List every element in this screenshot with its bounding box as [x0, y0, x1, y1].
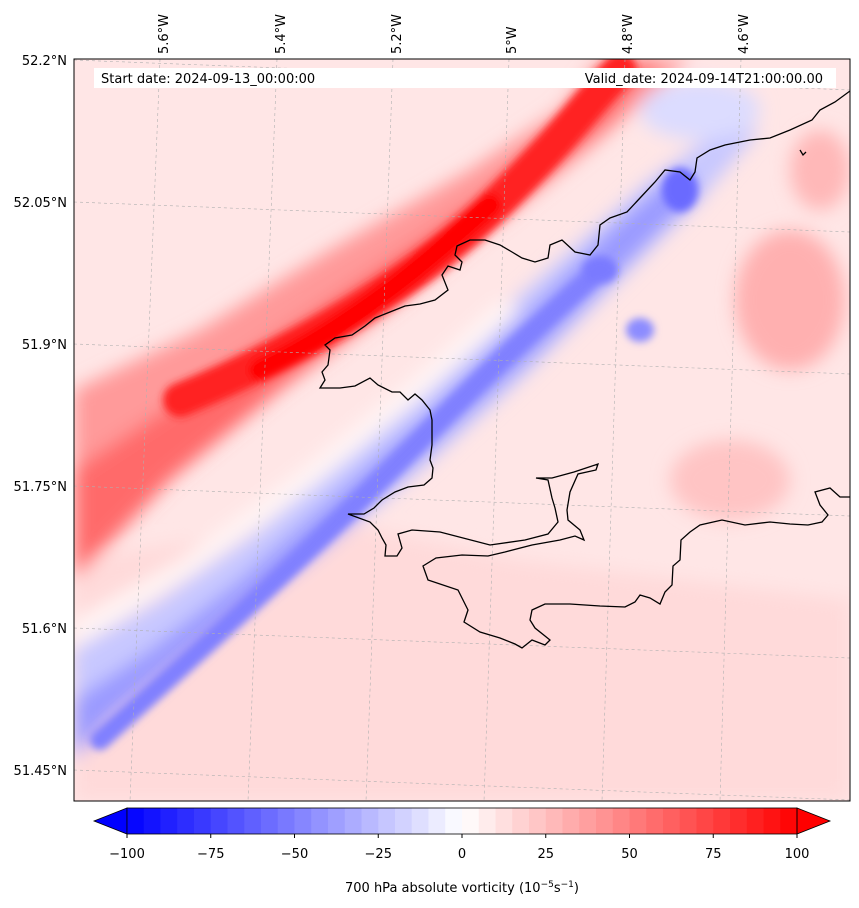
colorbar-step	[411, 808, 429, 834]
info-strip	[94, 68, 836, 88]
colorbar-ticks: −100 −75 −50 −25 0 25 50 75 100	[109, 834, 809, 862]
colorbar-tick-label: 50	[621, 847, 638, 862]
colorbar-step	[277, 808, 295, 834]
lat-tick-5: 51.6°N	[22, 622, 67, 637]
colorbar-step	[730, 808, 748, 834]
lon-tick-4: 5°W	[505, 26, 520, 54]
colorbar-steps	[127, 808, 798, 834]
colorbar-step	[478, 808, 496, 834]
colorbar-step	[596, 808, 614, 834]
colorbar-step	[696, 808, 714, 834]
colorbar-step	[177, 808, 195, 834]
colorbar-step	[679, 808, 697, 834]
lat-tick-1: 52.2°N	[22, 54, 67, 69]
colorbar-step	[545, 808, 563, 834]
colorbar-step	[194, 808, 212, 834]
colorbar: −100 −75 −50 −25 0 25 50 75 100 700 hPa absolute…	[92, 807, 832, 896]
valid-date-label: Valid_date: 2024-09-14T21:00:00.00	[585, 72, 823, 87]
colorbar-step	[210, 808, 228, 834]
colorbar-tick-label: −75	[197, 847, 224, 862]
lon-tick-6: 4.6°W	[737, 14, 752, 54]
colorbar-step	[763, 808, 781, 834]
colorbar-step	[428, 808, 446, 834]
lat-tick-6: 51.45°N	[14, 764, 67, 779]
colorbar-step	[629, 808, 647, 834]
colorbar-tick-label: 75	[705, 847, 722, 862]
colorbar-step	[713, 808, 731, 834]
lon-tick-1: 5.6°W	[157, 14, 172, 54]
colorbar-step	[612, 808, 630, 834]
colorbar-tick-label: 100	[785, 847, 810, 862]
colorbar-step	[579, 808, 597, 834]
vorticity-field	[74, 59, 850, 801]
colorbar-step	[495, 808, 513, 834]
colorbar-step	[344, 808, 362, 834]
colorbar-step	[746, 808, 764, 834]
colorbar-step	[378, 808, 396, 834]
colorbar-step	[227, 808, 245, 834]
colorbar-tick-label: 25	[537, 847, 554, 862]
colorbar-step	[445, 808, 463, 834]
lon-tick-5: 4.8°W	[621, 14, 636, 54]
lat-tick-2: 52.05°N	[14, 196, 67, 211]
colorbar-step	[395, 808, 413, 834]
coastline	[318, 90, 850, 649]
colorbar-extend-max	[796, 807, 832, 835]
colorbar-step	[562, 808, 580, 834]
graticule	[74, 59, 850, 801]
colorbar-step	[646, 808, 664, 834]
colorbar-step	[663, 808, 681, 834]
colorbar-step	[160, 808, 178, 834]
colorbar-step	[127, 808, 145, 834]
start-date-label: Start date: 2024-09-13_00:00:00	[101, 72, 315, 87]
colorbar-step	[328, 808, 346, 834]
colorbar-step	[143, 808, 161, 834]
colorbar-step	[512, 808, 530, 834]
colorbar-step	[261, 808, 279, 834]
colorbar-step	[311, 808, 329, 834]
colorbar-step	[529, 808, 547, 834]
map-frame	[73, 58, 851, 802]
lon-tick-2: 5.4°W	[274, 14, 289, 54]
lat-tick-3: 51.9°N	[22, 338, 67, 353]
colorbar-tick-label: −100	[109, 847, 145, 862]
colorbar-extend-min	[92, 807, 128, 835]
lon-tick-3: 5.2°W	[390, 14, 405, 54]
colorbar-label: 700 hPa absolute vorticity (10−5s−1)	[345, 880, 579, 896]
colorbar-step	[294, 808, 312, 834]
colorbar-tick-label: 0	[458, 847, 466, 862]
colorbar-tick-label: −25	[365, 847, 392, 862]
colorbar-step	[462, 808, 480, 834]
colorbar-step	[780, 808, 798, 834]
lat-tick-4: 51.75°N	[14, 480, 67, 495]
colorbar-tick-label: −50	[281, 847, 308, 862]
colorbar-step	[361, 808, 379, 834]
colorbar-step	[244, 808, 262, 834]
